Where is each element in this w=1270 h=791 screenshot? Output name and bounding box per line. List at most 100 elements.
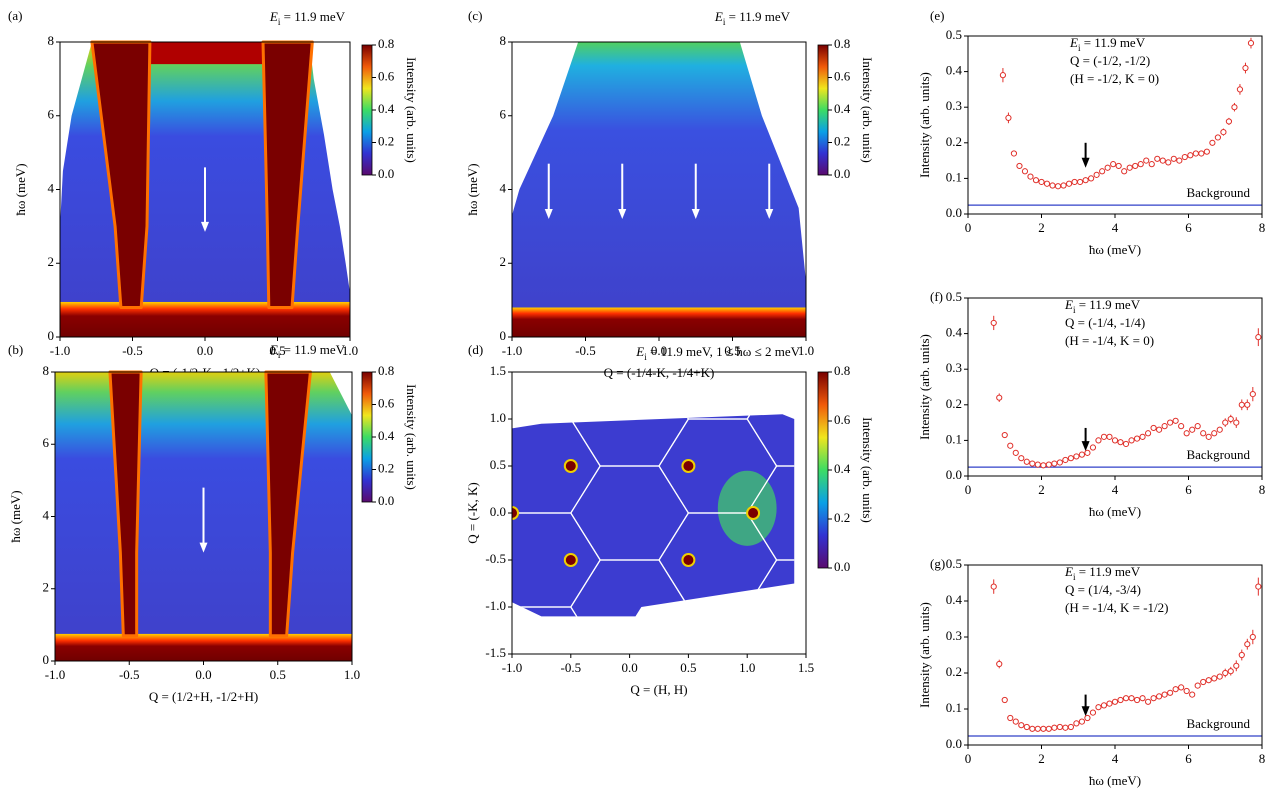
colorbar-tick-label: 0.8 [834,363,850,378]
colorbar-tick-label: 0.6 [378,395,395,410]
data-point [1021,168,1029,175]
colorbar-tick-label: 0.4 [834,461,851,476]
annotation-part: i [723,17,726,27]
annotation: Ei = 11.9 meV [269,9,346,27]
intensity-region [144,42,271,65]
data-point [1167,689,1174,696]
y-tick-label: 0.1 [946,169,962,184]
zone-boundary [512,606,601,617]
data-point [1183,687,1190,695]
annotation-part: = 11.9 meV [725,9,790,24]
background-label: Background [1186,185,1250,200]
x-tick-label: 1.0 [798,343,814,358]
y-tick-label: 0.2 [946,664,962,679]
data-point [990,319,997,327]
y-tick-label: 0.5 [946,289,962,304]
data-point [1150,424,1157,432]
panel [512,414,795,617]
colorbar-tick-label: 0.2 [378,133,394,148]
data-point [1078,718,1086,725]
y-tick-label: 6 [48,107,55,122]
colorbar-tick-label: 0.4 [378,101,395,116]
y-tick-label: 0 [500,328,507,343]
x-tick-label: 1.0 [342,343,358,358]
data-point [1209,139,1216,146]
intensity-peak [681,553,696,567]
y-tick-label: 0.5 [946,27,962,42]
data-point [1161,691,1168,698]
data-point [1216,673,1223,680]
x-tick-label: -1.0 [50,343,71,358]
colorbar-label: Intensity (arb. units) [404,384,419,490]
panel-label: (a) [8,8,22,23]
data-point [1161,423,1168,430]
data-point [1012,449,1019,456]
y-axis-label: Q = (-K, K) [465,482,480,543]
y-tick-label: 0.0 [946,205,962,220]
x-tick-label: 0.5 [270,667,286,682]
x-axis-label: Q = (H, H) [630,682,687,697]
y-tick-label: 4 [43,507,50,522]
data-point [1027,173,1034,180]
y-tick-label: 0.1 [946,431,962,446]
annotation: Ei = 11.9 meV [269,342,346,360]
panel-label: (c) [468,8,482,23]
data-point [1137,161,1144,168]
data-point [1084,449,1091,456]
arrow-head [544,209,553,219]
annotation-part: E [1064,297,1073,312]
data-point [1128,437,1135,444]
y-tick-label: 0.4 [946,592,963,607]
annotation-part: i [1073,572,1076,582]
data-point [1183,430,1190,437]
data-point [1040,725,1047,732]
data-point [1067,723,1075,731]
colorbar-label: Intensity (arb. units) [860,57,875,163]
x-axis-label: ħω (meV) [1089,504,1141,519]
data-point [996,660,1003,668]
colorbar-tick-label: 0.2 [834,510,850,525]
data-point [1106,433,1113,440]
data-point [1095,704,1102,711]
data-point [1159,157,1166,164]
y-axis-label: Intensity (arb. units) [917,72,932,178]
data-point [1073,453,1080,460]
intensity-peak [512,506,519,520]
y-tick-label: -1.5 [485,645,506,660]
data-point [1007,442,1014,449]
annotation: Ei = 11.9 meV [1064,564,1141,582]
data-point [1100,433,1108,440]
x-tick-label: -1.0 [502,343,523,358]
data-point [1216,426,1223,433]
x-tick-label: 0 [965,220,972,235]
colorbar-tick-label: 0.0 [834,559,850,574]
data-point [1056,459,1063,466]
colorbar [361,371,373,503]
y-tick-label: 0.0 [946,467,962,482]
arrow-head [1081,441,1090,452]
data-point [1089,444,1097,451]
y-tick-label: 8 [500,33,507,48]
arrow-head [618,209,627,219]
data-point [1200,430,1207,437]
x-tick-label: 0.0 [621,660,637,675]
data-point [1060,182,1067,189]
data-point [1165,159,1172,166]
data-point [1007,714,1014,722]
x-tick-label: 4 [1112,220,1119,235]
y-tick-label: 0 [48,328,55,343]
data-point [1110,161,1117,168]
arrow-head [765,209,774,219]
y-tick-label: 0.2 [946,396,962,411]
x-tick-label: 0 [965,751,972,766]
data-point [1005,114,1012,121]
x-tick-label: 0.0 [195,667,211,682]
data-point [1255,334,1262,341]
x-tick-label: 1.0 [739,660,755,675]
data-point [1178,423,1185,430]
data-point [1034,461,1041,468]
data-point [1045,461,1052,468]
data-point [1106,700,1113,707]
panel-label: (b) [8,342,23,357]
